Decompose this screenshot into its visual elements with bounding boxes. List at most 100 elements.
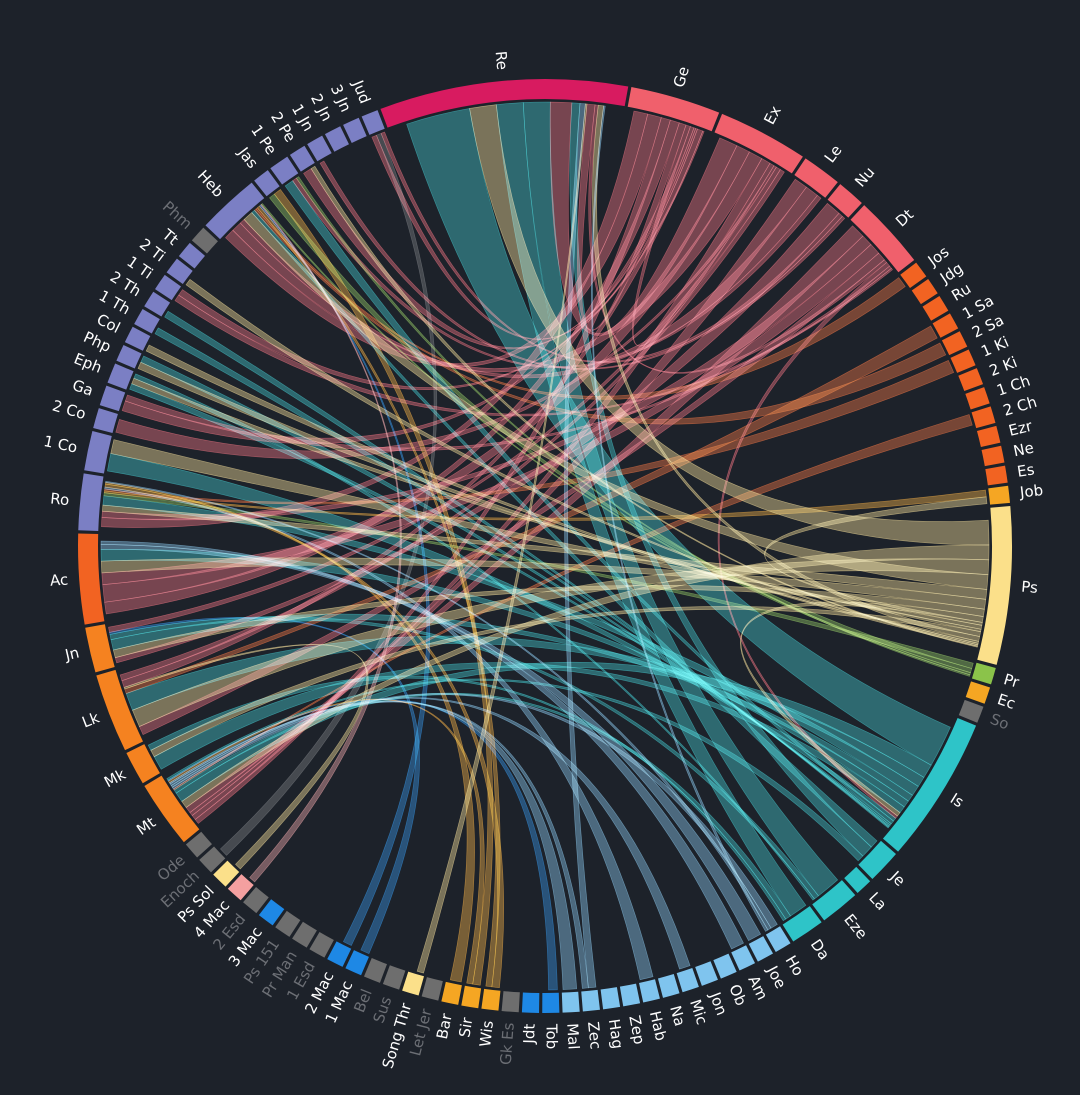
arc-1Pe[interactable]	[270, 156, 299, 185]
arc-Eph[interactable]	[107, 363, 134, 390]
arc-2Ch[interactable]	[971, 406, 996, 429]
arc-1Mac[interactable]	[345, 950, 369, 976]
arc-Joe[interactable]	[748, 936, 774, 962]
arc-Wis[interactable]	[481, 988, 501, 1011]
arc-2Mac[interactable]	[327, 941, 352, 967]
arc-1Ki[interactable]	[950, 349, 976, 373]
arc-Jud[interactable]	[361, 110, 385, 135]
ribbon-Ex-Jn	[108, 166, 781, 633]
arc-Mt[interactable]	[144, 775, 200, 843]
ribbon-Ge-1Ti	[178, 130, 705, 390]
arc-Tt[interactable]	[178, 242, 205, 269]
arc-Eze[interactable]	[812, 880, 856, 921]
arc-Ex[interactable]	[714, 113, 803, 174]
ribbon-Ex-Lk	[119, 169, 785, 681]
arc-2Co[interactable]	[93, 408, 118, 434]
arc-Tob[interactable]	[542, 992, 560, 1013]
arc-Ps[interactable]	[977, 505, 1012, 665]
arc-La[interactable]	[844, 866, 871, 893]
arc-Am[interactable]	[731, 945, 756, 971]
arc-Jos[interactable]	[900, 262, 927, 288]
arc-Is[interactable]	[882, 717, 977, 852]
arc-2Esd[interactable]	[243, 887, 269, 914]
arc-Jon[interactable]	[695, 961, 718, 986]
arc-Ru[interactable]	[922, 295, 949, 321]
arc-Mal[interactable]	[561, 991, 580, 1013]
arc-Ho[interactable]	[765, 926, 791, 952]
arc-Ne[interactable]	[981, 445, 1005, 467]
label-Es: Es	[1016, 460, 1036, 480]
arc-GkEs[interactable]	[501, 991, 520, 1013]
arc-1Ch[interactable]	[965, 387, 990, 410]
arc-Hab[interactable]	[639, 979, 660, 1003]
arc-2Th[interactable]	[144, 291, 171, 317]
arc-Php[interactable]	[116, 344, 142, 369]
arc-Es[interactable]	[985, 465, 1008, 486]
arc-Heb[interactable]	[205, 182, 265, 240]
label-Tob: Tob	[542, 1023, 560, 1050]
arc-1Esd[interactable]	[309, 931, 334, 958]
arc-Jas[interactable]	[254, 170, 280, 197]
arc-Ga[interactable]	[99, 385, 126, 412]
ribbon-Je-Heb	[251, 209, 878, 848]
arc-Jdg[interactable]	[911, 279, 938, 305]
arc-Ec[interactable]	[965, 681, 991, 704]
arc-Le[interactable]	[794, 158, 838, 198]
ribbon-Ge-Mt	[194, 117, 671, 824]
ribbon-Ge-Heb	[225, 113, 662, 367]
arc-1Ti[interactable]	[155, 274, 182, 301]
arc-Je[interactable]	[858, 840, 896, 880]
arc-2Pe[interactable]	[289, 145, 315, 172]
arc-Job[interactable]	[988, 485, 1010, 505]
arc-Bar[interactable]	[441, 981, 462, 1005]
label-Bar: Bar	[433, 1011, 456, 1041]
arc-Ode[interactable]	[185, 831, 212, 858]
arc-Enoch[interactable]	[199, 846, 226, 873]
arc-Ge[interactable]	[627, 87, 720, 132]
label-Mal: Mal	[563, 1023, 582, 1050]
arc-Jn[interactable]	[85, 624, 115, 673]
arc-SongThr[interactable]	[402, 971, 424, 996]
arc-Da[interactable]	[782, 906, 822, 942]
arc-3Jn[interactable]	[343, 117, 367, 143]
arc-Bel[interactable]	[363, 958, 388, 983]
arc-4Mac[interactable]	[227, 874, 254, 901]
arc-Col[interactable]	[124, 326, 151, 351]
arc-Hag[interactable]	[600, 987, 621, 1010]
arc-Ob[interactable]	[713, 953, 737, 979]
arc-1Jn[interactable]	[307, 135, 332, 162]
ribbon-1Ki-Ro	[104, 359, 955, 505]
arc-So[interactable]	[958, 699, 984, 723]
arc-Ac[interactable]	[78, 533, 105, 625]
arc-1Th[interactable]	[134, 309, 160, 334]
arc-1Sa[interactable]	[932, 313, 959, 338]
arc-Ps151[interactable]	[275, 910, 301, 937]
arc-Zep[interactable]	[619, 983, 641, 1007]
arc-Lk[interactable]	[96, 669, 143, 751]
arc-Re[interactable]	[380, 78, 629, 128]
arc-PsSol[interactable]	[213, 860, 240, 887]
arc-Mk[interactable]	[126, 744, 160, 784]
arc-2Ki[interactable]	[958, 368, 984, 392]
arc-Ro[interactable]	[78, 473, 104, 531]
arc-2Ti[interactable]	[166, 258, 193, 285]
arc-Na[interactable]	[657, 974, 680, 998]
arc-Sir[interactable]	[461, 985, 482, 1009]
arc-2Sa[interactable]	[941, 331, 968, 356]
arc-Mic[interactable]	[676, 968, 699, 993]
arc-Nu[interactable]	[827, 184, 862, 218]
arc-Sus[interactable]	[382, 965, 406, 990]
ribbon-2Mac-Heb	[259, 204, 431, 946]
arc-Phm[interactable]	[191, 227, 218, 254]
arc-Jdt[interactable]	[521, 992, 540, 1013]
arc-Ezr[interactable]	[976, 425, 1001, 448]
arc-LetJer[interactable]	[421, 977, 443, 1001]
arc-Pr[interactable]	[971, 662, 996, 685]
arc-Dt[interactable]	[850, 205, 915, 273]
arc-2Jn[interactable]	[324, 126, 349, 152]
arc-3Mac[interactable]	[258, 899, 285, 926]
arc-Zec[interactable]	[581, 989, 600, 1012]
arc-PrMan[interactable]	[292, 921, 317, 948]
arc-1Co[interactable]	[84, 431, 112, 474]
